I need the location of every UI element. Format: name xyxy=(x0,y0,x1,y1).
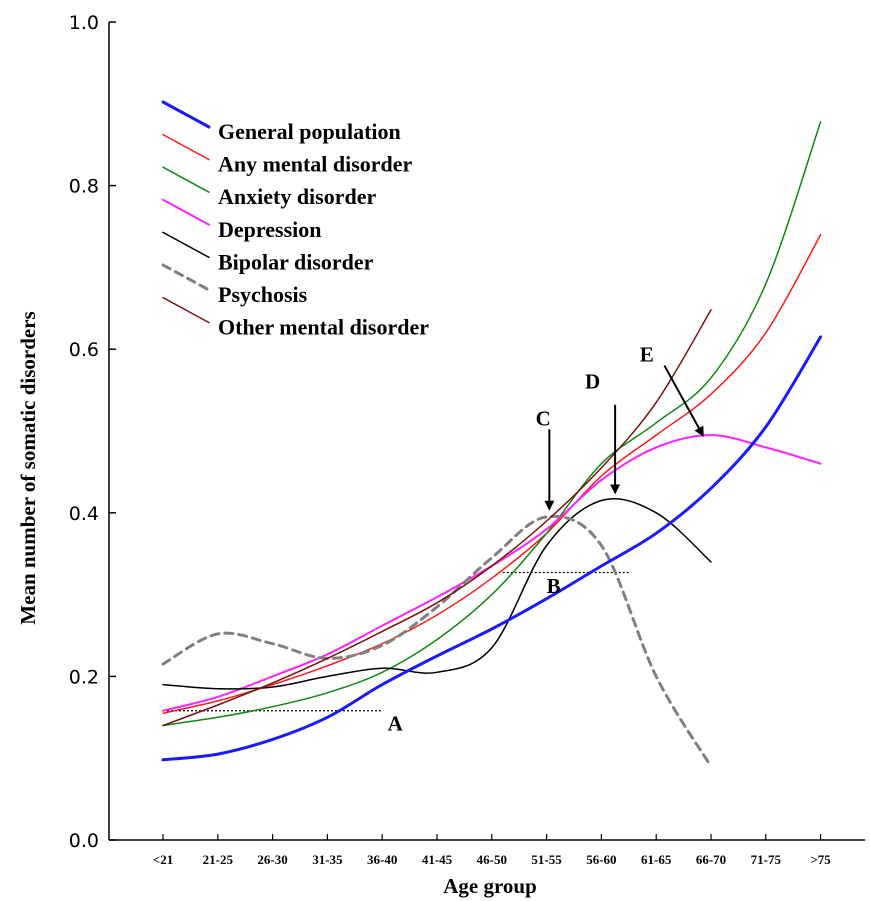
x-tick-label: 26-30 xyxy=(257,852,287,867)
annotation-label: B xyxy=(547,574,561,598)
x-tick-label: <21 xyxy=(153,852,173,867)
annotation-label: D xyxy=(585,369,600,393)
series-line-other-mental-disorder xyxy=(162,309,712,727)
x-axis-title: Age group xyxy=(443,874,537,898)
x-tick-label: 56-60 xyxy=(586,852,616,867)
y-tick-label: 0.4 xyxy=(69,503,99,525)
y-tick-label: 0.6 xyxy=(69,339,99,361)
legend-label: Other mental disorder xyxy=(218,315,429,340)
x-tick-label: 46-50 xyxy=(477,852,507,867)
y-tick-label: 0.2 xyxy=(69,666,99,688)
legend-label: Bipolar disorder xyxy=(218,249,374,274)
legend-label: Any mental disorder xyxy=(218,152,413,177)
series-line-bipolar-disorder xyxy=(162,497,712,690)
series-lines xyxy=(161,121,823,768)
axes: 0.0 0.2 0.4 0.6 0.8 1.0 <21 21-25 26-30 31-35 36-4… xyxy=(69,12,865,867)
x-tick-label: 66-70 xyxy=(696,852,726,867)
x-tick-label: >75 xyxy=(810,852,831,867)
y-axis-title: Mean number of somatic disorders xyxy=(16,311,40,624)
legend-swatch xyxy=(162,296,210,324)
y-tick-label: 1.0 xyxy=(69,12,99,34)
legend-swatch xyxy=(162,231,210,259)
reference-lines xyxy=(163,571,629,712)
annotations: A B C D E xyxy=(388,342,704,735)
legend: General population Any mental disorder Anx… xyxy=(161,100,429,340)
legend-label: Anxiety disorder xyxy=(218,184,377,209)
x-tick-label: 61-65 xyxy=(641,852,672,867)
legend-swatch xyxy=(162,166,210,193)
legend-swatch xyxy=(161,263,211,292)
series-line-general-population xyxy=(161,335,823,762)
series-line-psychosis xyxy=(161,514,713,768)
x-tick-label: 31-35 xyxy=(312,852,343,867)
annotation-arrow xyxy=(663,365,704,437)
legend-label: General population xyxy=(218,119,401,144)
y-tick-label: 0.0 xyxy=(69,830,99,852)
legend-swatch xyxy=(162,133,210,161)
x-tick-label: 41-45 xyxy=(422,852,453,867)
annotation-label: A xyxy=(388,711,404,735)
series-line-anxiety-disorder xyxy=(162,121,822,727)
x-tick-label: 21-25 xyxy=(203,852,234,867)
annotation-label: E xyxy=(640,342,654,366)
legend-swatch xyxy=(161,100,211,129)
series-line-any-mental-disorder xyxy=(162,233,822,714)
x-tick-label: 71-75 xyxy=(751,852,782,867)
legend-label: Depression xyxy=(218,217,322,242)
legend-label: Psychosis xyxy=(218,282,308,307)
y-tick-label: 0.8 xyxy=(69,176,99,198)
x-tick-label: 36-40 xyxy=(367,852,397,867)
x-tick-label: 51-55 xyxy=(531,852,562,867)
legend-swatch xyxy=(162,198,210,226)
annotation-label: C xyxy=(536,406,551,430)
